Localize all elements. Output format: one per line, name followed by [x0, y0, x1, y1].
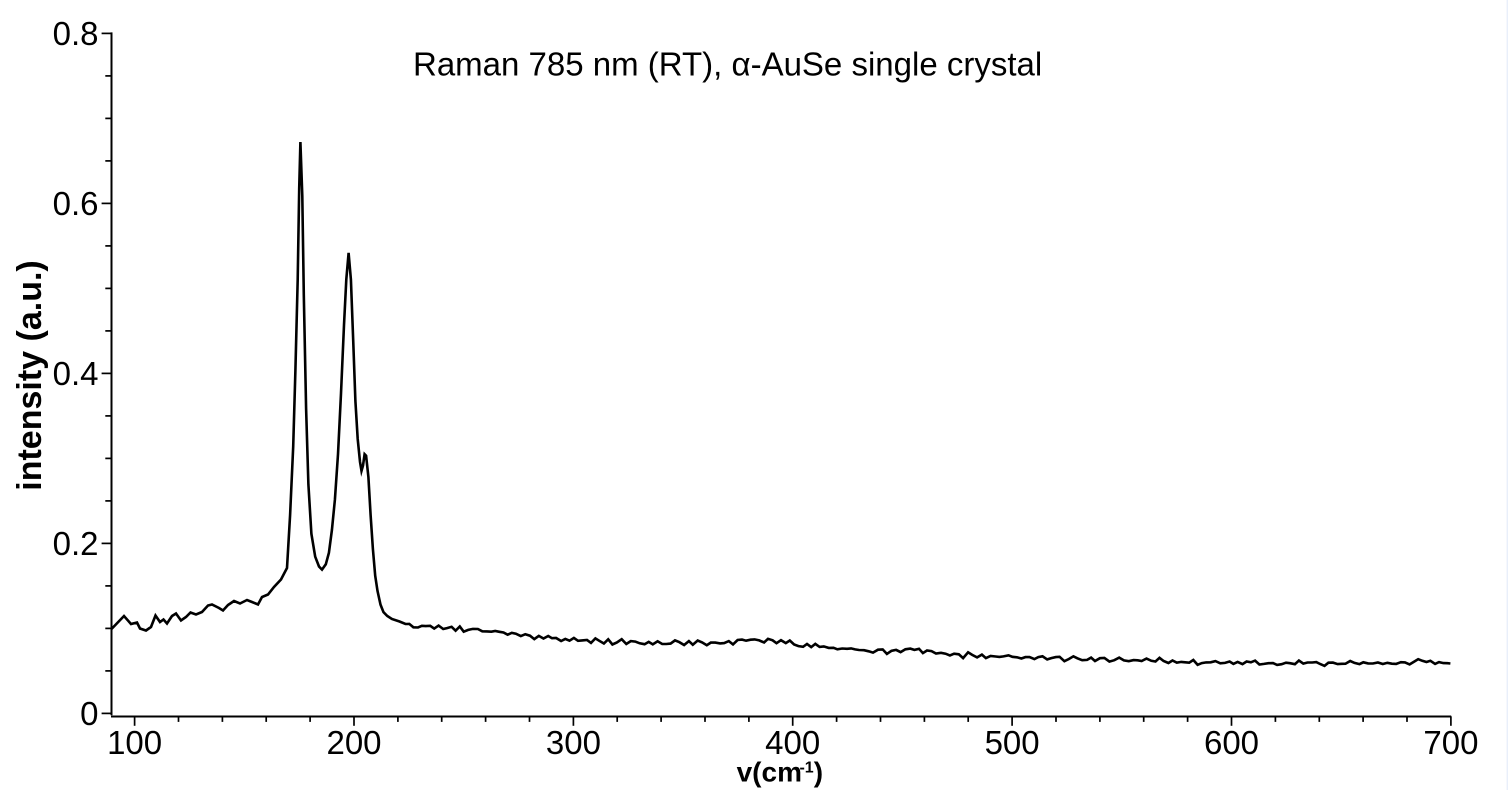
svg-text:100: 100: [107, 724, 162, 761]
svg-text:500: 500: [985, 724, 1040, 761]
svg-text:400: 400: [765, 724, 820, 761]
svg-text:200: 200: [326, 724, 381, 761]
svg-text:0.2: 0.2: [53, 525, 99, 562]
svg-text:intensity (a.u.): intensity (a.u.): [11, 260, 49, 490]
svg-text:600: 600: [1204, 724, 1259, 761]
svg-text:0.4: 0.4: [53, 355, 99, 392]
svg-text:0.8: 0.8: [53, 15, 99, 52]
svg-text:0.6: 0.6: [53, 185, 99, 222]
svg-text:Raman 785 nm (RT), α-AuSe sing: Raman 785 nm (RT), α-AuSe single crystal: [413, 45, 1042, 82]
svg-text:300: 300: [546, 724, 601, 761]
svg-text:v(cm-1): v(cm-1): [737, 757, 823, 788]
svg-text:700: 700: [1423, 724, 1478, 761]
svg-text:0: 0: [80, 695, 98, 732]
